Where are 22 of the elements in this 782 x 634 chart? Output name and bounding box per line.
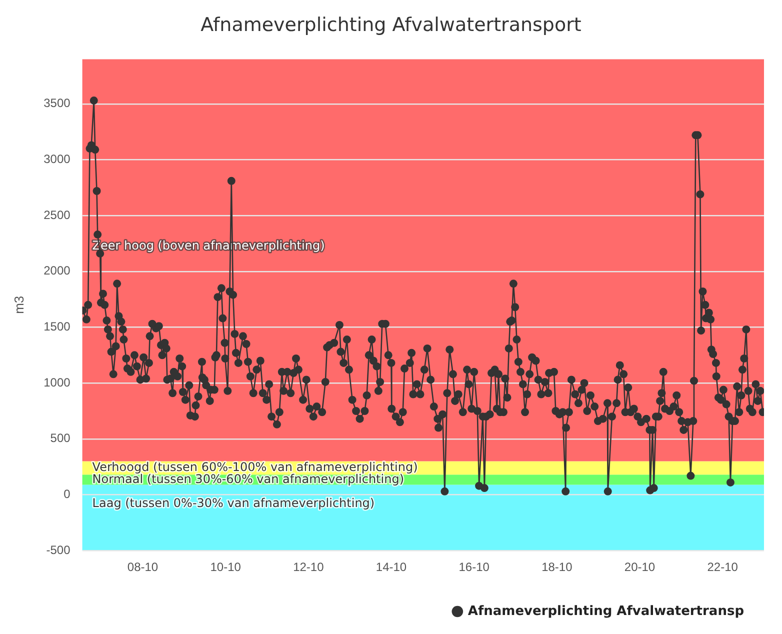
y-tick-label: 500 bbox=[50, 431, 71, 446]
band-label: Verhoogd (tussen 60%-100% van afnameverplichting) bbox=[92, 460, 418, 474]
x-tick-label: 10-10 bbox=[210, 560, 242, 574]
x-tick-label: 20-10 bbox=[624, 560, 656, 574]
y-tick-label: 0 bbox=[64, 487, 71, 502]
x-tick-label: 16-10 bbox=[458, 560, 490, 574]
y-axis-title: m3 bbox=[11, 296, 26, 314]
chart-title: Afnameverplichting Afvalwatertransport bbox=[200, 14, 582, 36]
y-tick-label: 2500 bbox=[44, 208, 71, 222]
y-tick-label: 1500 bbox=[44, 320, 71, 334]
y-tick-label: -500 bbox=[46, 542, 71, 557]
x-tick-label: 12-10 bbox=[293, 560, 324, 574]
y-tick-label: 3000 bbox=[44, 152, 71, 166]
x-tick-label: 08-10 bbox=[127, 560, 158, 574]
legend-label: Afnameverplichting Afvalwatertransp bbox=[468, 604, 744, 619]
x-tick-label: 22-10 bbox=[707, 560, 738, 574]
y-tick-label: 2000 bbox=[44, 264, 71, 278]
y-tick-label: 3500 bbox=[44, 96, 71, 110]
band-label: Laag (tussen 0%-30% van afnameverplichting) bbox=[92, 496, 375, 510]
x-tick-label: 14-10 bbox=[376, 560, 407, 574]
y-tick-label: 1000 bbox=[44, 375, 71, 390]
x-tick-label: 18-10 bbox=[542, 560, 573, 574]
